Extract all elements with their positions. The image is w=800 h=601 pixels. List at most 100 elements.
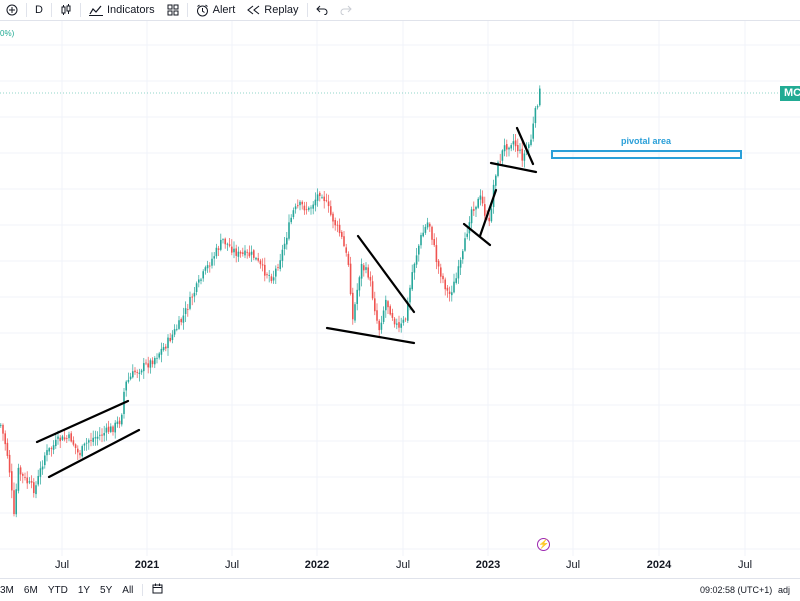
candle-body — [26, 477, 28, 484]
chart-type-button[interactable] — [54, 0, 78, 20]
candle-body — [48, 448, 50, 452]
candle-body — [33, 482, 35, 494]
trendline — [515, 126, 535, 166]
candle-body — [413, 263, 416, 273]
candle-body — [195, 283, 198, 293]
candle-body — [83, 443, 86, 446]
go-to-date-button[interactable] — [147, 583, 168, 597]
candle-body — [385, 299, 387, 311]
range-button-3m[interactable]: 3M — [0, 584, 14, 596]
chart-grid — [0, 21, 800, 556]
candle-body — [431, 226, 433, 240]
replay-label: Replay — [264, 4, 299, 16]
range-button-6m[interactable]: 6M — [23, 584, 38, 596]
candle-body — [35, 485, 37, 495]
replay-button[interactable]: Replay — [241, 0, 304, 20]
candle-body — [72, 440, 75, 445]
redo-button[interactable] — [334, 0, 358, 20]
replay-icon — [247, 5, 260, 15]
add-symbol-button[interactable] — [0, 0, 24, 20]
chart-pane[interactable] — [0, 21, 800, 556]
range-button-1y[interactable]: 1Y — [77, 584, 91, 596]
candle-body — [213, 256, 215, 259]
candle-body — [105, 427, 108, 433]
candle-body — [158, 353, 160, 358]
candle-body — [261, 264, 264, 266]
price-chart[interactable] — [0, 21, 800, 556]
lightning-event-icon[interactable]: ⚡ — [537, 538, 550, 551]
candle-body — [114, 422, 116, 433]
trendline — [489, 161, 538, 174]
candle-body — [41, 466, 44, 470]
alert-button[interactable]: Alert — [190, 0, 242, 20]
candle-body — [171, 334, 174, 341]
x-axis-label: Jul — [737, 559, 753, 571]
indicators-button[interactable]: Indicators — [83, 0, 161, 20]
candle-body — [143, 363, 145, 372]
candle-body — [453, 281, 455, 293]
candle-body — [391, 312, 394, 318]
candle-body — [360, 263, 363, 279]
candle-body — [374, 298, 376, 312]
candle-body — [202, 271, 204, 279]
candle-body — [167, 337, 169, 349]
candle-body — [389, 306, 391, 315]
indicators-label: Indicators — [106, 4, 155, 16]
candle-body — [330, 206, 332, 215]
candle-body — [74, 444, 77, 449]
candle-body — [222, 239, 224, 241]
candle-body — [519, 149, 521, 151]
candle-body — [508, 147, 510, 150]
layouts-button[interactable] — [161, 0, 185, 20]
candle-body — [176, 328, 178, 330]
annotation-text[interactable]: pivotal area — [621, 136, 672, 146]
candle-body — [147, 363, 149, 368]
candle-body — [248, 252, 251, 257]
candle-body — [129, 376, 132, 380]
candle-body — [530, 139, 532, 145]
range-button-all[interactable]: All — [122, 584, 134, 596]
candle-body — [299, 201, 301, 206]
candle-body — [235, 248, 237, 256]
range-button-5y[interactable]: 5Y — [100, 584, 113, 596]
time-axis[interactable]: Jul 2021 Jul 2022 Jul 2023 Jul 2024 Jul — [0, 556, 800, 576]
interval-button[interactable]: D — [29, 0, 49, 20]
candle-body — [503, 145, 506, 152]
adj-toggle[interactable]: adj — [778, 585, 791, 595]
candle-body — [404, 318, 407, 320]
candle-body — [462, 251, 464, 260]
candle-body — [178, 320, 180, 329]
candle-body — [464, 238, 466, 251]
timezone-clock[interactable]: 09:02:58 (UTC+1) — [700, 585, 773, 595]
candles-icon — [61, 4, 71, 15]
candle-body — [63, 437, 66, 440]
candle-body — [138, 372, 141, 374]
candle-body — [22, 473, 24, 476]
candle-body — [200, 279, 202, 281]
candle-body — [435, 245, 438, 263]
candle-body — [286, 237, 288, 245]
undo-button[interactable] — [310, 0, 334, 20]
candle-body — [127, 379, 130, 382]
candle-body — [301, 201, 303, 205]
range-button-ytd[interactable]: YTD — [47, 584, 68, 596]
grid-icon — [167, 4, 179, 16]
candle-body — [319, 192, 321, 196]
candle-body — [182, 315, 185, 323]
candle-body — [437, 260, 440, 267]
candle-body — [125, 381, 127, 391]
candle-body — [6, 442, 9, 456]
candle-body — [283, 243, 286, 250]
candle-body — [79, 452, 81, 456]
candle-body — [499, 161, 501, 163]
candle-body — [534, 108, 537, 124]
candle-body — [380, 322, 383, 330]
pivotal-area-rectangle[interactable] — [551, 150, 742, 159]
divider — [186, 3, 188, 17]
candle-body — [312, 204, 314, 209]
candle-body — [268, 275, 270, 276]
candle-body — [288, 222, 290, 239]
candle-body — [162, 347, 165, 350]
candle-body — [242, 252, 244, 254]
candle-body — [220, 239, 222, 250]
